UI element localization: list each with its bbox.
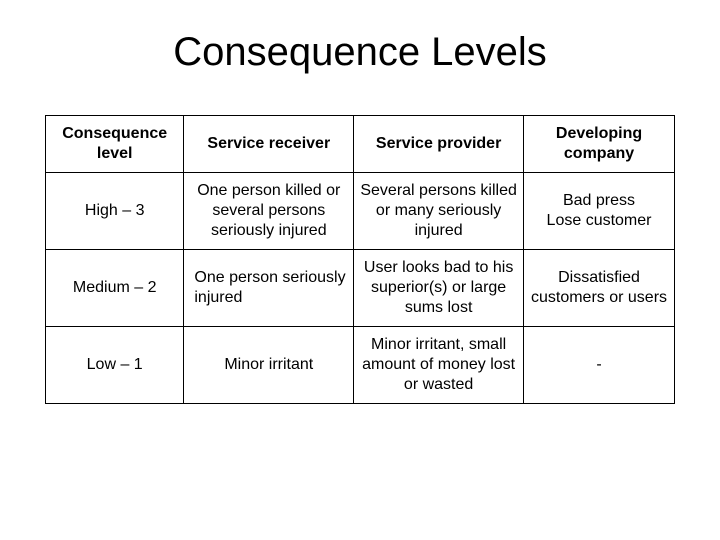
cell-receiver: One person seriously injured bbox=[184, 250, 354, 327]
table-header-row: Consequence level Service receiver Servi… bbox=[46, 116, 675, 173]
table-row: Medium – 2 One person seriously injured … bbox=[46, 250, 675, 327]
cell-level: High – 3 bbox=[46, 173, 184, 250]
col-header-level: Consequence level bbox=[46, 116, 184, 173]
table-row: High – 3 One person killed or several pe… bbox=[46, 173, 675, 250]
table-row: Low – 1 Minor irritant Minor irritant, s… bbox=[46, 327, 675, 404]
cell-company: - bbox=[524, 327, 675, 404]
cell-company: Dissatisfied customers or users bbox=[524, 250, 675, 327]
consequence-table: Consequence level Service receiver Servi… bbox=[45, 115, 675, 404]
cell-company: Bad pressLose customer bbox=[524, 173, 675, 250]
slide: Consequence Levels Consequence level Ser… bbox=[0, 0, 720, 540]
cell-provider: Several persons killed or many seriously… bbox=[354, 173, 524, 250]
cell-receiver: Minor irritant bbox=[184, 327, 354, 404]
cell-receiver: One person killed or several persons ser… bbox=[184, 173, 354, 250]
slide-title: Consequence Levels bbox=[45, 30, 675, 75]
cell-provider: User looks bad to his superior(s) or lar… bbox=[354, 250, 524, 327]
col-header-provider: Service provider bbox=[354, 116, 524, 173]
cell-level: Medium – 2 bbox=[46, 250, 184, 327]
col-header-receiver: Service receiver bbox=[184, 116, 354, 173]
cell-level: Low – 1 bbox=[46, 327, 184, 404]
cell-provider: Minor irritant, small amount of money lo… bbox=[354, 327, 524, 404]
col-header-company: Developing company bbox=[524, 116, 675, 173]
